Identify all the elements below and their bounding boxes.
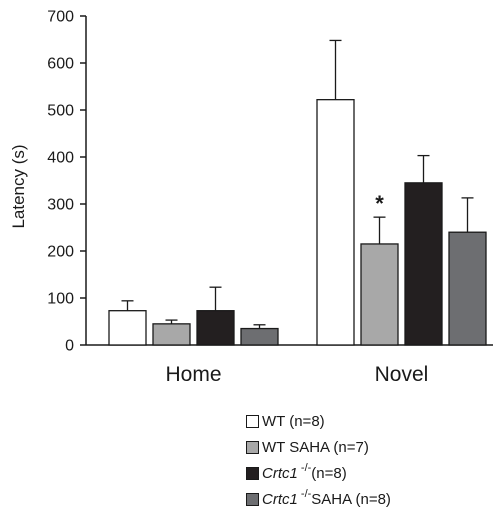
legend-label-crtc1-ko: Crtc1 -/-(n=8) <box>262 461 347 482</box>
bar-home-wt-saha-n-7 <box>152 323 191 346</box>
legend-label-crtc1-ko-saha: Crtc1 -/-SAHA (n=8) <box>262 487 391 508</box>
y-tick-label: 600 <box>47 56 74 73</box>
legend-item-crtc1-ko: Crtc1 -/-(n=8) <box>246 460 491 486</box>
y-tick-label: 100 <box>47 291 74 308</box>
legend-label-wt-saha: WT SAHA (n=7) <box>262 438 369 456</box>
legend-swatch-wt <box>246 414 259 428</box>
legend-swatch-wt-saha <box>246 440 259 454</box>
x-category-label: Home <box>165 363 221 386</box>
bar-home-crtc1-saha-n-8 <box>240 327 279 346</box>
y-tick-label: 400 <box>47 150 74 167</box>
y-tick-label: 300 <box>47 197 74 214</box>
bar-novel-crtc1-saha-n-8 <box>448 231 487 346</box>
significance-marker: * <box>375 191 384 216</box>
y-tick-label: 500 <box>47 103 74 120</box>
y-tick-label: 200 <box>47 244 74 261</box>
legend-item-wt: WT (n=8) <box>246 408 491 434</box>
legend-swatch-crtc1-ko <box>246 466 259 480</box>
x-category-label: Novel <box>375 363 429 386</box>
legend-swatch-crtc1-ko-saha <box>246 492 259 506</box>
y-tick-label: 700 <box>47 9 74 26</box>
legend: WT (n=8) WT SAHA (n=7) Crtc1 -/-(n=8) Cr… <box>246 408 491 512</box>
bar-novel-wt-saha-n-7 <box>360 243 399 346</box>
legend-label-wt: WT (n=8) <box>262 412 325 430</box>
y-tick-label: 0 <box>65 338 74 355</box>
bar-home-wt-n-8 <box>108 310 147 346</box>
bar-novel-wt-n-8 <box>316 99 355 346</box>
legend-item-wt-saha: WT SAHA (n=7) <box>246 434 491 460</box>
legend-item-crtc1-ko-saha: Crtc1 -/-SAHA (n=8) <box>246 486 491 512</box>
y-axis-label: Latency (s) <box>9 144 28 228</box>
bar-home-crtc1-n-8 <box>196 310 235 346</box>
bar-novel-crtc1-n-8 <box>404 182 443 346</box>
